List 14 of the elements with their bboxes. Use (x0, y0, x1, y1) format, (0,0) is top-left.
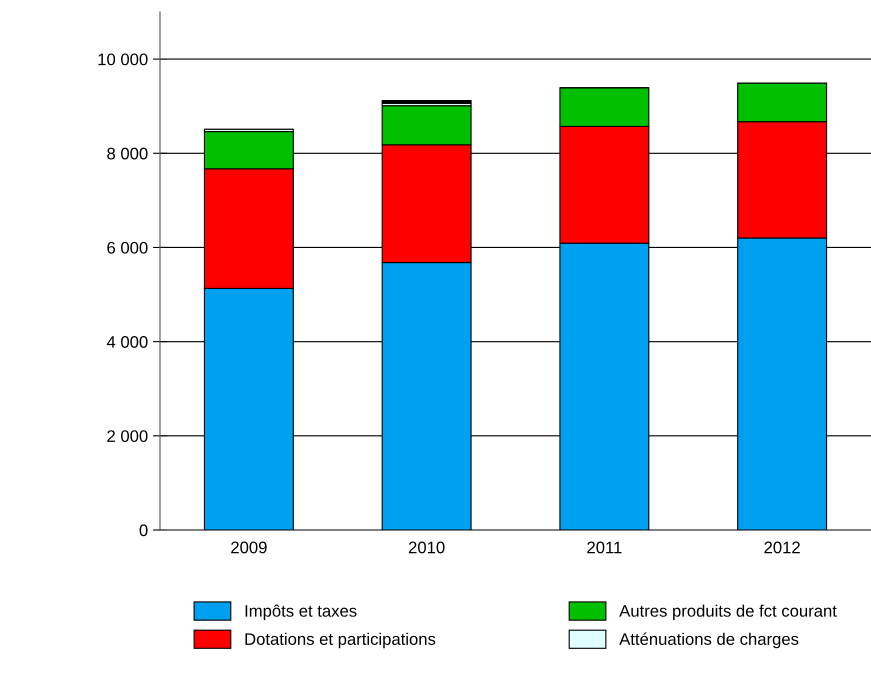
y-tick-label: 8 000 (107, 148, 148, 160)
y-tick-label: 0 (140, 524, 148, 536)
legend-label: Impôts et taxes (246, 604, 357, 620)
x-tick-label: 2010 (408, 542, 445, 554)
x-tick-label: 2012 (764, 542, 800, 554)
legend-label: Atténuations de charges (619, 632, 798, 648)
legend-label: Autres produits de fct courant (619, 604, 837, 620)
x-tick-label: 2009 (231, 542, 267, 554)
y-tick-label: 4 000 (106, 336, 148, 348)
y-tick-label: 2 000 (107, 430, 148, 442)
y-tick-label: 6 000 (107, 242, 148, 254)
y-tick-label: 10 000 (98, 53, 148, 66)
legend-label: Dotations et participations (245, 632, 436, 648)
x-tick-label: 2011 (587, 542, 622, 554)
